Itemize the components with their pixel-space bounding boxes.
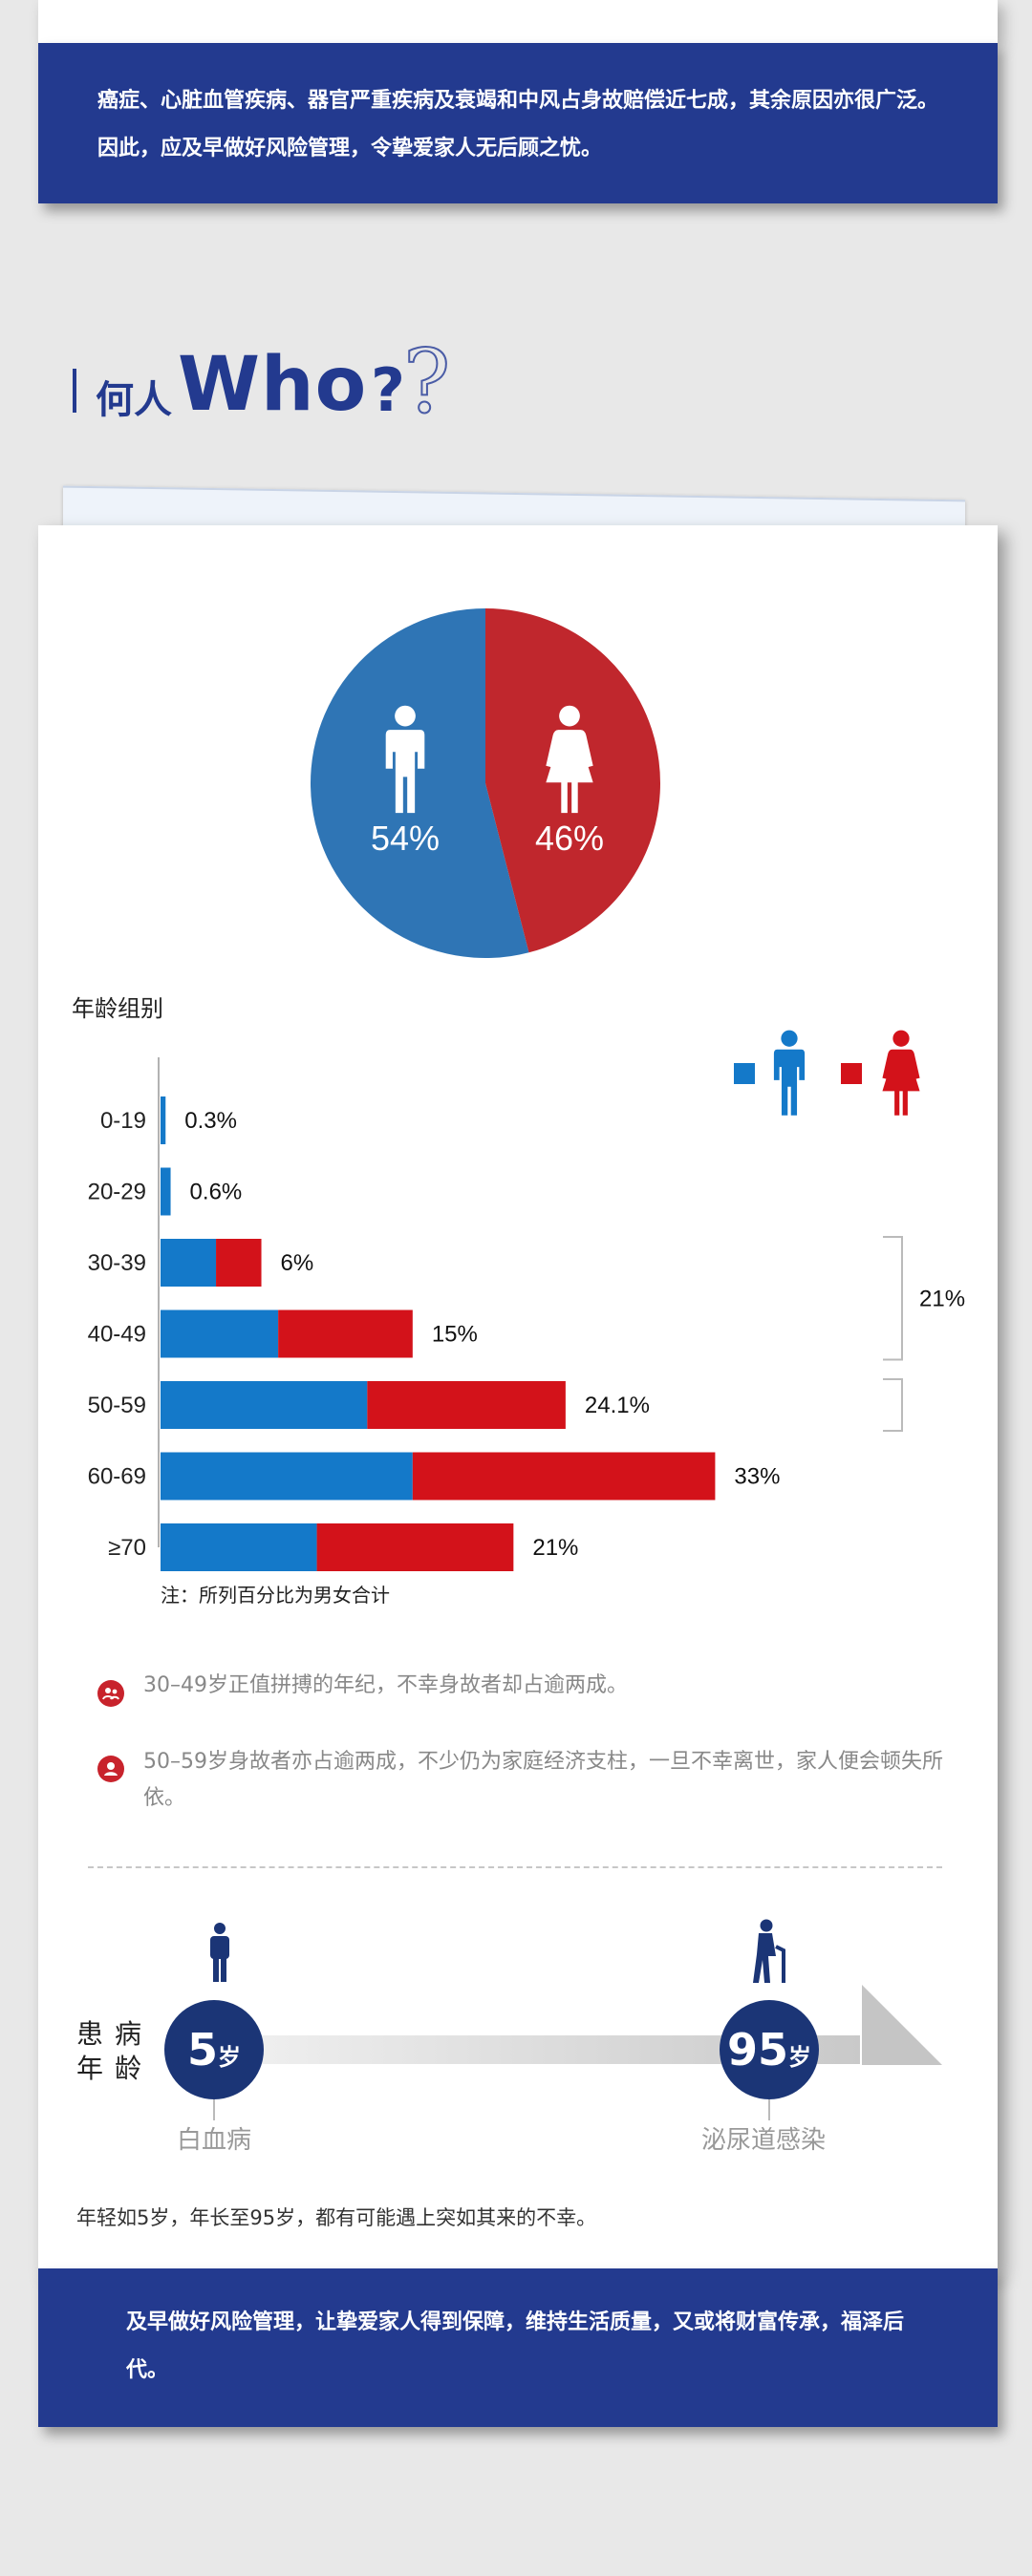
chart-note: 注：所列百分比为男女合计 [161, 1584, 390, 1607]
start-stem [213, 2099, 215, 2120]
bar-male [161, 1309, 279, 1358]
pie-slice-male [311, 608, 529, 958]
bar-value-label: 6% [281, 1250, 314, 1276]
bar-female [316, 1523, 514, 1571]
bar-category-label: ≥70 [108, 1535, 146, 1561]
pie-label-female: 46% [535, 819, 604, 858]
bar-category-label: 50-59 [88, 1393, 146, 1418]
group-icon [97, 1680, 124, 1707]
legend-male-swatch [734, 1063, 755, 1084]
bar-value-label: 21% [532, 1535, 578, 1561]
bar-category-label: 60-69 [88, 1464, 146, 1490]
end-stem [768, 2099, 770, 2120]
bar-male [161, 1452, 413, 1501]
bracket-label: 21% [919, 1286, 965, 1311]
end-age-badge: 95岁 [720, 2000, 819, 2099]
timeline-arrow-icon [862, 1985, 942, 2065]
bar-value-label: 0.3% [184, 1108, 237, 1134]
female-icon [546, 705, 593, 814]
bar-female [278, 1309, 413, 1358]
bottom-banner-text: 及早做好风险管理，让挚爱家人得到保障，维持生活质量，又或将财富传承，福泽后代。 [126, 2310, 905, 2382]
timeline-side-label-2: 年龄 [76, 2053, 154, 2084]
start-disease-label: 白血病 [177, 2126, 252, 2155]
end-age-number: 95 [726, 2024, 788, 2076]
female-body [546, 730, 593, 814]
bar-male [161, 1167, 171, 1216]
bar-value-label: 24.1% [585, 1393, 650, 1418]
chart-canvas: 54% 46% 0-19 0.3% 20-29 0.6% 30-39 6% 40-49 15% 50… [88, 608, 965, 1571]
bar-bracket [883, 1236, 903, 1361]
timeline-side-label-1: 患病 [76, 2018, 154, 2050]
bar-chart-title: 年龄组别 [72, 995, 163, 1022]
child-icon [210, 1923, 229, 1982]
female-head [559, 705, 580, 727]
bar-value-label: 15% [432, 1322, 478, 1348]
start-age-badge: 5岁 [164, 2000, 264, 2099]
start-age-unit: 岁 [218, 2044, 241, 2071]
bar-value-label: 0.6% [190, 1180, 243, 1205]
female-icon [882, 1030, 920, 1116]
timeline-footer: 年轻如5岁，年长至95岁，都有可能遇上突如其来的不幸。 [76, 2206, 597, 2229]
bar-female [367, 1381, 566, 1429]
person-icon [97, 1756, 124, 1782]
bar-female [412, 1452, 716, 1501]
point-2-text: 50–59岁身故者亦占逾两成，不少仍为家庭经济支柱，一旦不幸离世，家人便会顿失所… [143, 1750, 943, 1810]
bar-category-label: 40-49 [88, 1322, 146, 1348]
top-banner: 癌症、心脏血管疾病、器官严重疾病及衰竭和中风占身故赔偿近七成，其余原因亦很广泛。… [38, 43, 998, 203]
male-icon [773, 1030, 806, 1116]
bar-male [161, 1381, 368, 1429]
end-disease-label: 泌尿道感染 [701, 2126, 827, 2155]
point-1-text: 30–49岁正值拼搏的年纪，不幸身故者却占逾两成。 [143, 1673, 628, 1697]
heading-cn: 何人 [96, 378, 172, 422]
male-head [395, 705, 416, 727]
bottom-banner: 及早做好风险管理，让挚爱家人得到保障，维持生活质量，又或将财富传承，福泽后代。 [38, 2268, 998, 2427]
male-body [773, 1049, 806, 1116]
bar-category-label: 20-29 [88, 1180, 146, 1205]
end-age-unit: 岁 [788, 2044, 811, 2071]
pie-label-male: 54% [371, 819, 440, 858]
bar-female [216, 1239, 262, 1287]
dashed-divider [88, 1866, 942, 1868]
male-body [385, 730, 425, 814]
bar-male [161, 1239, 217, 1287]
bar-category-label: 0-19 [100, 1108, 146, 1134]
female-body [882, 1049, 920, 1116]
bar-value-label: 33% [734, 1464, 780, 1490]
heading-question-mark: ? [371, 355, 405, 425]
bar-bracket [883, 1378, 903, 1432]
bar-male [161, 1523, 317, 1571]
female-head [892, 1030, 910, 1047]
top-banner-text: 癌症、心脏血管疾病、器官严重疾病及衰竭和中风占身故赔偿近七成，其余原因亦很广泛。… [97, 89, 939, 160]
male-icon [385, 705, 425, 814]
heading-question-outline: ? [402, 330, 451, 434]
legend-female-swatch [841, 1063, 862, 1084]
heading-bar [73, 369, 76, 413]
elderly-icon [753, 1919, 785, 1983]
top-card-edge [38, 0, 998, 44]
start-age-number: 5 [186, 2024, 218, 2076]
bar-category-label: 30-39 [88, 1250, 146, 1276]
male-head [781, 1030, 798, 1047]
heading-en: Who [178, 342, 368, 428]
main-card: 54% 46% 0-19 0.3% 20-29 0.6% 30-39 6% 40-49 15% 50… [38, 525, 998, 2271]
bar-male [161, 1096, 166, 1144]
